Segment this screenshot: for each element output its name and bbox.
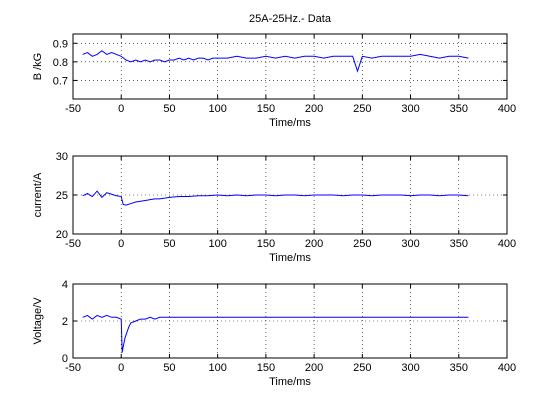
y-tick-label: 30 [56,151,68,163]
x-tick-label: -50 [65,238,81,250]
x-tick-label: 400 [498,103,516,115]
x-tick-label: 150 [257,362,275,374]
chart-panel: -50 0 50 100 150 200 250 300 350 400 0.7 0.8 0.9 Time… [32,13,516,129]
x-tick-label: 100 [208,362,226,374]
y-tick-label: 25 [56,190,68,202]
x-tick-label: 250 [353,362,371,374]
y-axis-label: Voltage/V [32,297,44,345]
x-tick-label: 350 [450,362,468,374]
series-line [82,50,469,73]
y-tick-label: 4 [62,279,68,291]
chart-title: 25A-25Hz.- Data [249,13,332,25]
x-tick-label: 350 [450,238,468,250]
x-tick-label: 50 [163,362,175,374]
x-tick-label: 50 [163,103,175,115]
y-tick-label: 0 [62,353,68,365]
x-tick-label: 200 [305,103,323,115]
x-tick-label: 300 [401,238,419,250]
x-tick-label: 150 [257,238,275,250]
chart-panel: -50 0 50 100 150 200 250 300 350 400024Time/msVol… [32,279,516,388]
plot-area [73,34,507,99]
x-tick-label: 200 [305,362,323,374]
x-tick-label: 200 [305,238,323,250]
y-tick-label: 20 [56,229,68,241]
x-tick-label: 0 [118,103,124,115]
x-tick-label: 300 [401,362,419,374]
x-tick-label: 150 [257,103,275,115]
x-tick-label: -50 [65,362,81,374]
x-tick-label: 250 [353,103,371,115]
x-tick-label: 400 [498,238,516,250]
series-line [82,314,469,353]
axes-frame [72,33,508,100]
x-axis-label: Time/ms [269,117,311,129]
x-tick-label: 0 [118,362,124,374]
chart-panel: -50 0 50 100 150 200 250 300 350 400 20 25 30 Time/ms… [32,151,516,264]
x-tick-label: 250 [353,238,371,250]
y-tick-label: 0.9 [53,38,68,50]
x-tick-label: 100 [208,103,226,115]
x-tick-label: -50 [65,103,81,115]
x-tick-label: 0 [118,238,124,250]
x-tick-label: 100 [208,238,226,250]
y-tick-label: 0.8 [53,57,68,69]
y-tick-label: 0.7 [53,75,68,87]
x-axis-label: Time/ms [269,252,311,264]
x-tick-label: 300 [401,103,419,115]
x-tick-label: 400 [498,362,516,374]
x-axis-label: Time/ms [269,376,311,388]
x-tick-label: 50 [163,238,175,250]
y-axis-label: B /kG [32,53,44,81]
x-tick-label: 350 [450,103,468,115]
y-axis-label: current/A [32,172,44,217]
y-tick-label: 2 [62,316,68,328]
series-line [82,190,469,206]
